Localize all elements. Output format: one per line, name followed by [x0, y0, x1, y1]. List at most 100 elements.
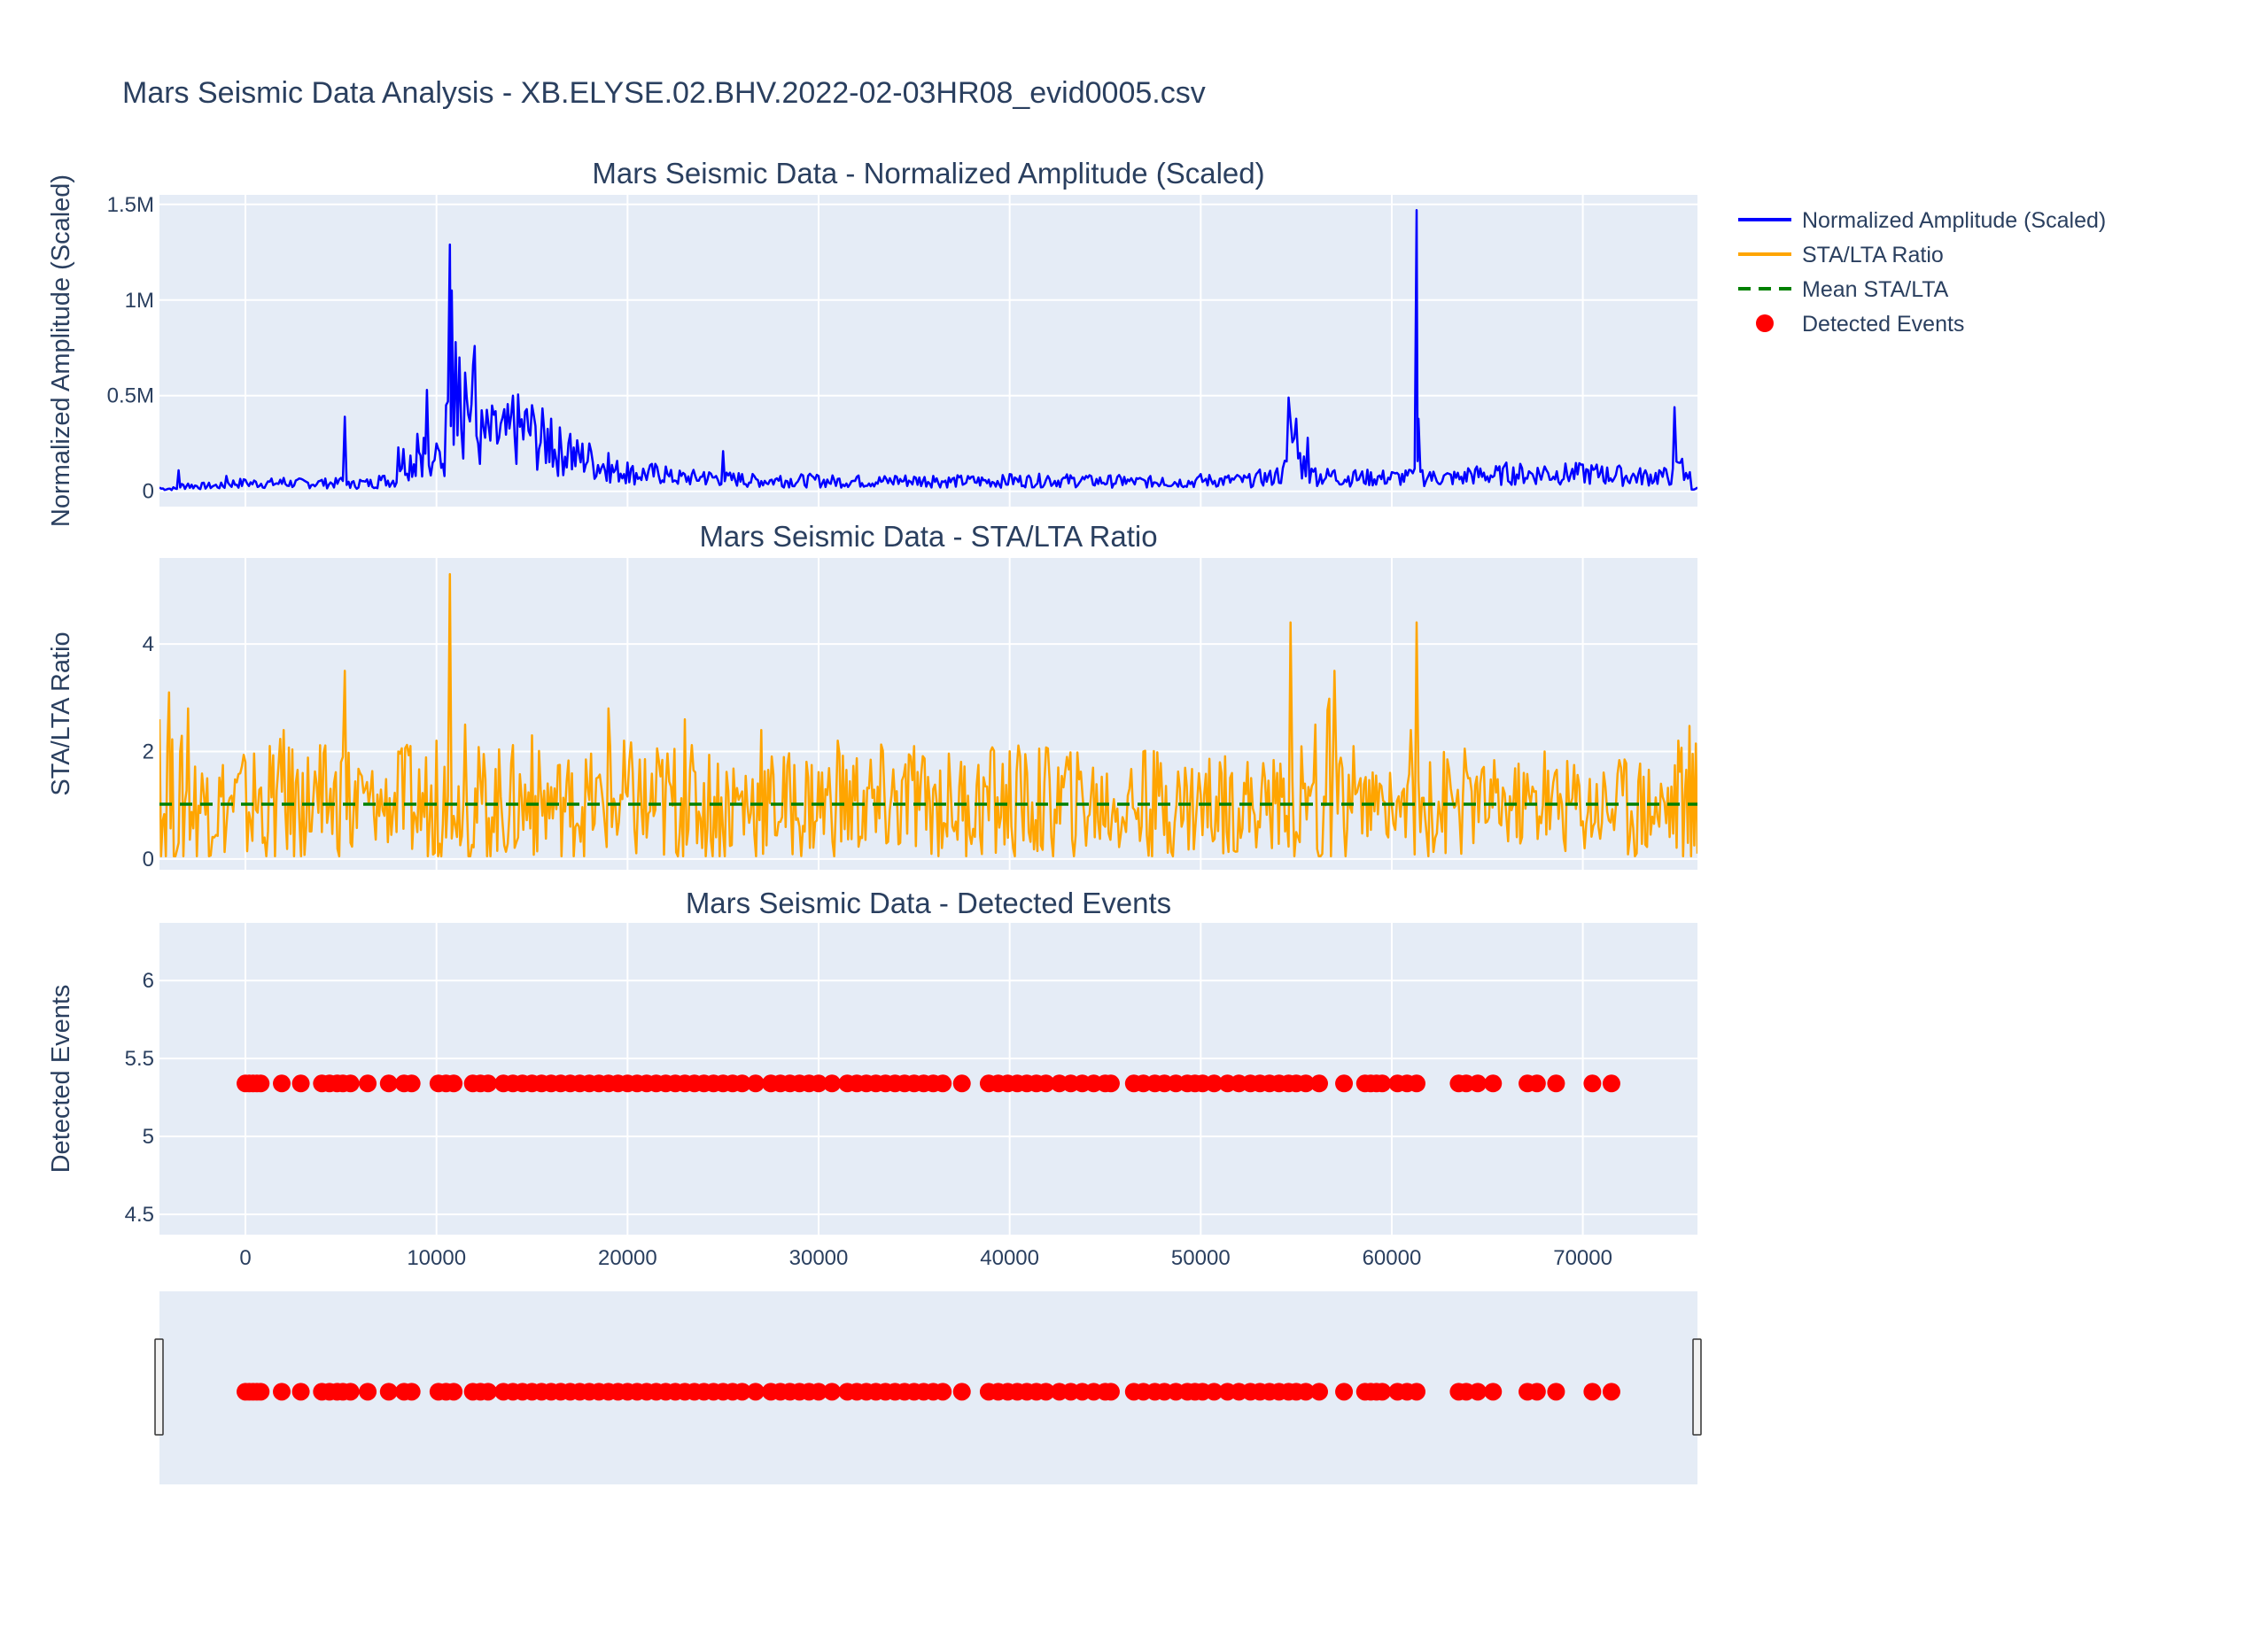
- y-tick-label: 2: [143, 740, 154, 763]
- y-axis-title: Normalized Amplitude (Scaled): [47, 174, 75, 527]
- event-marker[interactable]: [1469, 1074, 1487, 1093]
- event-marker[interactable]: [1547, 1074, 1565, 1093]
- legend-item[interactable]: Normalized Amplitude (Scaled): [1738, 208, 2106, 233]
- event-marker[interactable]: [1527, 1074, 1546, 1093]
- range-slider-marker: [402, 1383, 421, 1401]
- event-marker[interactable]: [1037, 1074, 1055, 1093]
- range-slider-marker: [746, 1383, 765, 1401]
- sta-lta-trace[interactable]: [159, 572, 1697, 858]
- range-slider-marker: [1296, 1383, 1315, 1401]
- y-tick-label: 6: [143, 969, 154, 993]
- range-slider[interactable]: [154, 1291, 1702, 1484]
- event-marker[interactable]: [379, 1074, 398, 1093]
- event-marker[interactable]: [1296, 1074, 1315, 1093]
- range-slider-marker: [1602, 1383, 1620, 1401]
- subplot-title: Mars Seismic Data - STA/LTA Ratio: [699, 520, 1157, 553]
- subplot-title: Mars Seismic Data - Detected Events: [686, 887, 1171, 919]
- range-slider-marker: [1407, 1383, 1425, 1401]
- legend-label: Mean STA/LTA: [1802, 277, 1949, 302]
- event-marker[interactable]: [733, 1074, 751, 1093]
- event-marker[interactable]: [1602, 1074, 1620, 1093]
- range-slider-marker: [810, 1383, 827, 1401]
- legend-item[interactable]: Detected Events: [1756, 312, 1964, 337]
- legend-label: Detected Events: [1802, 312, 1964, 337]
- range-slider-right-handle[interactable]: [1692, 1338, 1702, 1436]
- event-marker[interactable]: [1101, 1074, 1120, 1093]
- event-marker[interactable]: [934, 1074, 952, 1093]
- event-marker[interactable]: [252, 1074, 270, 1093]
- range-slider-marker: [478, 1383, 497, 1401]
- figure-title: Mars Seismic Data Analysis - XB.ELYSE.02…: [122, 76, 1206, 110]
- event-marker[interactable]: [359, 1074, 377, 1093]
- range-slider-marker: [379, 1383, 398, 1401]
- x-tick-label: 50000: [1171, 1246, 1231, 1270]
- range-slider-marker: [1205, 1383, 1223, 1401]
- range-slider-marker: [273, 1383, 291, 1401]
- x-tick-label: 70000: [1553, 1246, 1612, 1270]
- plot-area[interactable]: [159, 195, 1697, 507]
- y-axis-title: Detected Events: [47, 985, 75, 1174]
- x-tick-label: 0: [239, 1246, 251, 1270]
- y-tick-label: 0: [143, 848, 154, 872]
- event-marker[interactable]: [1310, 1074, 1329, 1093]
- range-slider-marker: [1469, 1383, 1487, 1401]
- event-marker[interactable]: [810, 1074, 827, 1093]
- range-slider-marker: [1583, 1383, 1602, 1401]
- event-marker[interactable]: [402, 1074, 421, 1093]
- event-marker[interactable]: [478, 1074, 497, 1093]
- x-tick-label: 40000: [980, 1246, 1039, 1270]
- range-slider-marker: [445, 1383, 463, 1401]
- subplot-2[interactable]: 0 2 4 Mars Seismic Data - STA/LTA Ratio STA/…: [47, 520, 1697, 872]
- range-slider-marker: [934, 1383, 952, 1401]
- range-slider-marker: [1037, 1383, 1055, 1401]
- event-marker[interactable]: [1335, 1074, 1354, 1093]
- range-slider-marker: [1310, 1383, 1329, 1401]
- range-slider-marker: [1484, 1383, 1503, 1401]
- range-slider-marker: [291, 1383, 310, 1401]
- event-marker[interactable]: [1373, 1074, 1392, 1093]
- y-tick-label: 1M: [125, 289, 154, 313]
- event-marker[interactable]: [273, 1074, 291, 1093]
- event-marker[interactable]: [1407, 1074, 1425, 1093]
- legend-item[interactable]: Mean STA/LTA: [1738, 277, 1949, 302]
- range-slider-marker: [1373, 1383, 1392, 1401]
- legend-label: Normalized Amplitude (Scaled): [1802, 208, 2106, 233]
- legend-marker-icon: [1756, 314, 1774, 332]
- y-tick-label: 5.5: [125, 1047, 154, 1071]
- y-tick-label: 0.5M: [107, 384, 154, 408]
- event-marker[interactable]: [445, 1074, 463, 1093]
- event-marker[interactable]: [1205, 1074, 1223, 1093]
- subplot-title: Mars Seismic Data - Normalized Amplitude…: [592, 157, 1264, 190]
- y-tick-label: 4.5: [125, 1203, 154, 1227]
- event-marker[interactable]: [823, 1074, 842, 1093]
- x-tick-label: 30000: [789, 1246, 849, 1270]
- x-tick-label: 20000: [598, 1246, 657, 1270]
- amplitude-trace[interactable]: [159, 209, 1697, 492]
- range-slider-marker: [733, 1383, 751, 1401]
- subplot-3[interactable]: 4.5 5 5.5 6 Mars Seismic Data - Detected Eve…: [47, 887, 1697, 1270]
- legend-label: STA/LTA Ratio: [1802, 243, 1944, 267]
- x-tick-label: 60000: [1363, 1246, 1422, 1270]
- range-slider-marker: [341, 1383, 360, 1401]
- subplot-1[interactable]: 0 0.5M 1M 1.5M Mars Seismic Data - Normalize…: [47, 157, 1697, 527]
- range-slider-marker: [1101, 1383, 1120, 1401]
- y-axis-title: STA/LTA Ratio: [47, 631, 75, 795]
- event-marker[interactable]: [1583, 1074, 1602, 1093]
- range-slider-marker: [952, 1383, 971, 1401]
- legend-item[interactable]: STA/LTA Ratio: [1738, 243, 1944, 267]
- range-slider-marker: [359, 1383, 377, 1401]
- range-slider-left-handle[interactable]: [154, 1338, 164, 1436]
- event-marker[interactable]: [746, 1074, 765, 1093]
- range-slider-marker: [823, 1383, 842, 1401]
- event-marker[interactable]: [341, 1074, 360, 1093]
- event-marker[interactable]: [952, 1074, 971, 1093]
- y-tick-label: 4: [143, 632, 154, 656]
- range-slider-marker: [1547, 1383, 1565, 1401]
- x-tick-label: 10000: [407, 1246, 466, 1270]
- range-slider-marker: [1527, 1383, 1546, 1401]
- legend[interactable]: Normalized Amplitude (Scaled) STA/LTA Rat…: [1738, 208, 2106, 337]
- y-tick-label: 1.5M: [107, 193, 154, 217]
- event-marker[interactable]: [1484, 1074, 1503, 1093]
- event-marker[interactable]: [291, 1074, 310, 1093]
